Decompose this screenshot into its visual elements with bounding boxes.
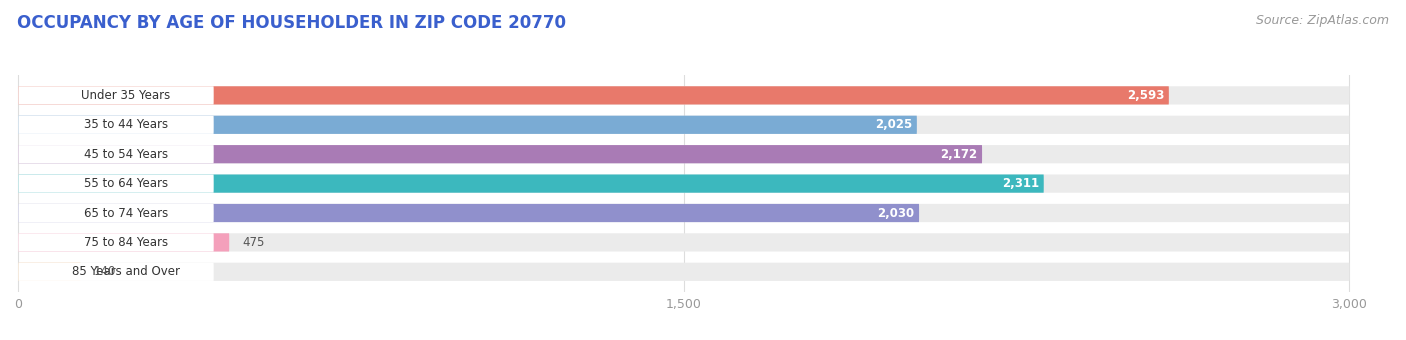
Text: Source: ZipAtlas.com: Source: ZipAtlas.com [1256, 14, 1389, 27]
FancyBboxPatch shape [18, 116, 214, 134]
Text: 140: 140 [94, 265, 117, 278]
FancyBboxPatch shape [18, 116, 917, 134]
FancyBboxPatch shape [18, 204, 1350, 222]
FancyBboxPatch shape [18, 263, 214, 281]
FancyBboxPatch shape [18, 233, 1350, 252]
FancyBboxPatch shape [18, 233, 214, 252]
FancyBboxPatch shape [18, 263, 80, 281]
Text: 2,311: 2,311 [1002, 177, 1039, 190]
Text: 2,172: 2,172 [941, 148, 977, 161]
Text: 55 to 64 Years: 55 to 64 Years [84, 177, 167, 190]
Text: Under 35 Years: Under 35 Years [82, 89, 170, 102]
FancyBboxPatch shape [18, 116, 1350, 134]
FancyBboxPatch shape [18, 174, 1350, 193]
Text: 2,025: 2,025 [875, 118, 912, 131]
Text: 2,030: 2,030 [877, 206, 915, 220]
Text: 65 to 74 Years: 65 to 74 Years [84, 206, 167, 220]
Text: 475: 475 [243, 236, 264, 249]
Text: OCCUPANCY BY AGE OF HOUSEHOLDER IN ZIP CODE 20770: OCCUPANCY BY AGE OF HOUSEHOLDER IN ZIP C… [17, 14, 565, 32]
FancyBboxPatch shape [18, 174, 214, 193]
FancyBboxPatch shape [18, 145, 981, 163]
Text: 2,593: 2,593 [1128, 89, 1164, 102]
FancyBboxPatch shape [18, 233, 229, 252]
FancyBboxPatch shape [18, 86, 1168, 104]
FancyBboxPatch shape [18, 145, 1350, 163]
FancyBboxPatch shape [18, 86, 214, 104]
FancyBboxPatch shape [18, 174, 1043, 193]
Text: 85 Years and Over: 85 Years and Over [72, 265, 180, 278]
Text: 45 to 54 Years: 45 to 54 Years [84, 148, 167, 161]
FancyBboxPatch shape [18, 263, 1350, 281]
FancyBboxPatch shape [18, 86, 1350, 104]
FancyBboxPatch shape [18, 145, 214, 163]
Text: 35 to 44 Years: 35 to 44 Years [84, 118, 167, 131]
FancyBboxPatch shape [18, 204, 214, 222]
Text: 75 to 84 Years: 75 to 84 Years [84, 236, 167, 249]
FancyBboxPatch shape [18, 204, 920, 222]
